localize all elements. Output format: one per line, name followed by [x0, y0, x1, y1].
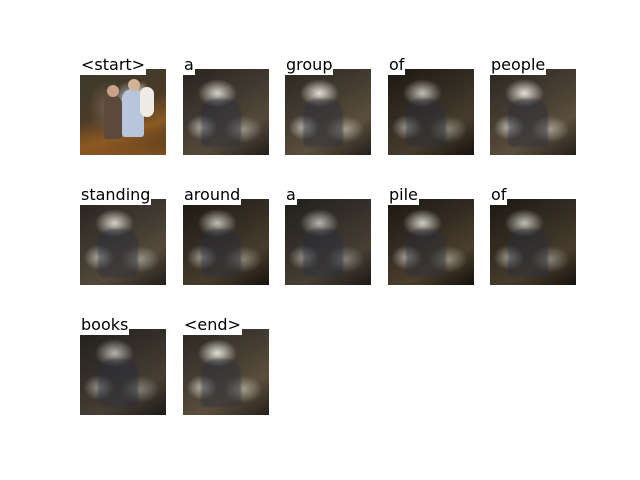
token-tile-a: a: [183, 55, 269, 155]
token-label: a: [285, 185, 297, 205]
token-tile-pile: pile: [388, 185, 474, 285]
token-label: around: [183, 185, 242, 205]
attention-map: [490, 199, 576, 285]
token-tile-books: books: [80, 315, 166, 415]
token-tile-group: group: [285, 55, 371, 155]
attention-map: [285, 199, 371, 285]
attention-map: [183, 329, 269, 415]
attention-map: [490, 69, 576, 155]
token-label: group: [285, 55, 334, 75]
token-label: of: [490, 185, 508, 205]
token-tile-standing: standing: [80, 185, 166, 285]
token-tile-end: <end>: [183, 315, 269, 415]
token-tile-of: of: [388, 55, 474, 155]
attention-map: [388, 199, 474, 285]
token-tile-people: people: [490, 55, 576, 155]
attention-map: [80, 329, 166, 415]
token-label: books: [80, 315, 130, 335]
original-photo: [80, 69, 166, 155]
token-label: people: [490, 55, 547, 75]
token-tile-of-2: of: [490, 185, 576, 285]
token-tile-a-2: a: [285, 185, 371, 285]
attention-map: [80, 199, 166, 285]
token-label: <start>: [80, 55, 147, 75]
attention-map: [183, 69, 269, 155]
token-label: of: [388, 55, 406, 75]
token-label: a: [183, 55, 195, 75]
attention-map: [183, 199, 269, 285]
attention-map: [285, 69, 371, 155]
token-label: <end>: [183, 315, 242, 335]
token-tile-around: around: [183, 185, 269, 285]
token-tile-start: <start>: [80, 55, 166, 155]
token-label: standing: [80, 185, 152, 205]
token-label: pile: [388, 185, 419, 205]
attention-map: [388, 69, 474, 155]
